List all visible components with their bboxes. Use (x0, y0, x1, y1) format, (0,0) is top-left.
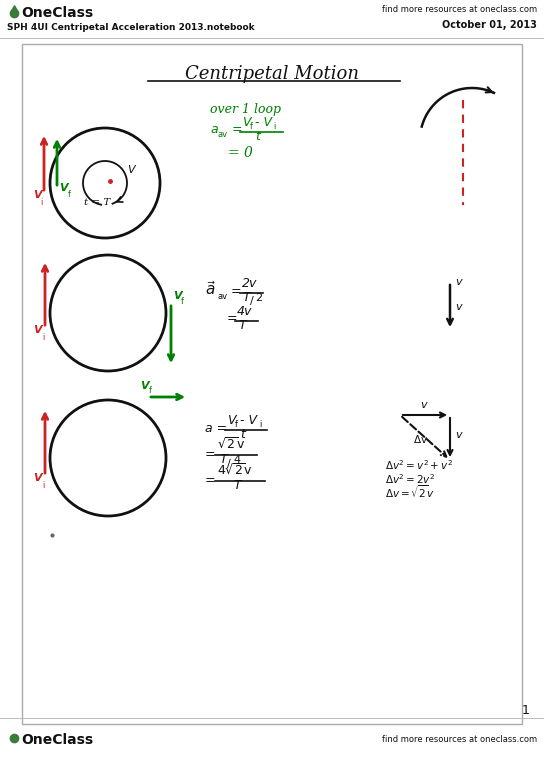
Text: 2: 2 (255, 293, 262, 303)
Text: /: / (250, 296, 254, 306)
Text: OneClass: OneClass (21, 733, 93, 747)
Text: V: V (173, 291, 182, 301)
Text: v: v (455, 277, 462, 287)
Text: $4\sqrt{2}$v: $4\sqrt{2}$v (217, 463, 253, 478)
Text: V: V (242, 116, 250, 129)
Text: i: i (259, 420, 261, 429)
Text: $\Delta$v: $\Delta$v (412, 433, 428, 445)
Text: t = T: t = T (84, 198, 110, 207)
Text: T: T (238, 319, 246, 332)
Text: =: = (228, 123, 243, 136)
Text: f: f (250, 122, 253, 131)
Text: V: V (227, 414, 236, 427)
Text: f: f (235, 420, 238, 429)
Text: a =: a = (205, 422, 227, 435)
Text: av: av (218, 130, 228, 139)
Text: av: av (217, 292, 227, 301)
Text: T: T (242, 291, 250, 304)
Text: V: V (33, 473, 41, 483)
Text: find more resources at oneclass.com: find more resources at oneclass.com (382, 735, 537, 745)
Text: - V: - V (255, 116, 272, 129)
Text: 2v: 2v (242, 277, 257, 290)
Text: V: V (33, 325, 41, 335)
Text: =: = (205, 448, 215, 461)
Text: October 01, 2013: October 01, 2013 (442, 20, 537, 30)
Text: V: V (33, 190, 41, 200)
Text: t: t (240, 428, 245, 441)
Text: T: T (219, 453, 227, 466)
Text: /: / (227, 459, 231, 469)
Bar (22, 44, 522, 724)
Text: i: i (40, 198, 42, 207)
Text: $\Delta v = \sqrt{2}v$: $\Delta v = \sqrt{2}v$ (385, 484, 435, 500)
Text: f: f (149, 386, 151, 395)
Text: i: i (42, 333, 44, 342)
Text: f: f (181, 297, 184, 306)
Text: =: = (227, 285, 242, 298)
Text: - V: - V (240, 414, 257, 427)
Text: i: i (273, 122, 275, 131)
Text: 4: 4 (233, 455, 240, 465)
Text: 4v: 4v (237, 305, 252, 318)
Text: OneClass: OneClass (21, 6, 93, 20)
Text: v: v (455, 302, 462, 312)
Text: 1: 1 (522, 704, 530, 717)
Text: =: = (227, 312, 238, 325)
Text: over 1 loop: over 1 loop (210, 103, 281, 116)
Text: $\sqrt{2}$v: $\sqrt{2}$v (217, 437, 245, 452)
Text: v: v (421, 400, 428, 410)
Text: V: V (140, 381, 149, 391)
Text: i: i (42, 481, 44, 490)
Text: Centripetal Motion: Centripetal Motion (185, 65, 359, 83)
Text: find more resources at oneclass.com: find more resources at oneclass.com (382, 5, 537, 15)
Text: V: V (127, 165, 135, 175)
Text: T: T (233, 479, 241, 492)
Text: = 0: = 0 (228, 146, 253, 160)
Text: v: v (455, 430, 462, 440)
Text: a: a (210, 123, 218, 136)
Text: =: = (205, 474, 215, 487)
Text: $\Delta v^2 = v^2 + v^2$: $\Delta v^2 = v^2 + v^2$ (385, 458, 453, 472)
Text: f: f (67, 190, 71, 199)
Text: V: V (59, 183, 67, 193)
Text: SPH 4UI Centripetal Acceleration 2013.notebook: SPH 4UI Centripetal Acceleration 2013.no… (7, 22, 255, 32)
Text: t: t (256, 130, 261, 143)
Text: $\Delta v^2 = 2v^2$: $\Delta v^2 = 2v^2$ (385, 472, 435, 486)
Text: $\vec{a}$: $\vec{a}$ (205, 280, 216, 298)
